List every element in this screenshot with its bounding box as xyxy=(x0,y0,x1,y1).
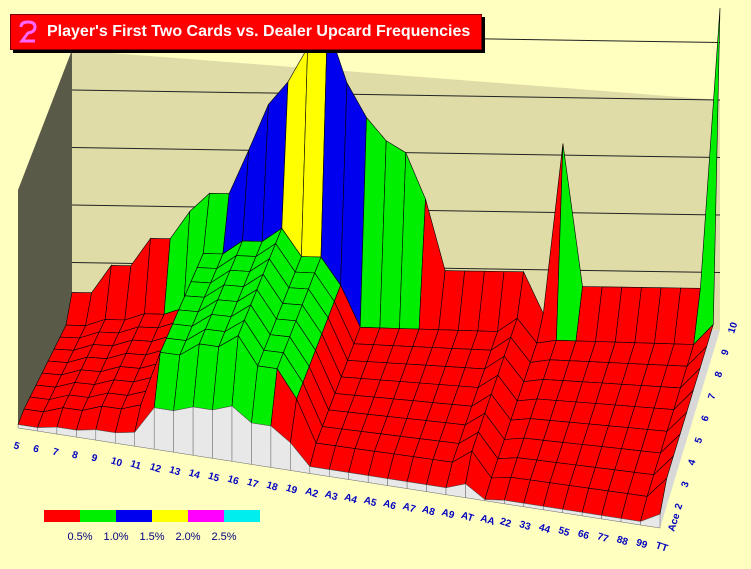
surface-skirt-AA xyxy=(484,499,505,505)
x-tick-label: A7 xyxy=(401,501,417,516)
y-tick-label: 6 xyxy=(700,414,712,423)
x-tick-label: 77 xyxy=(596,531,610,545)
legend-label: 0.5% xyxy=(67,531,92,543)
surface-skirt-14 xyxy=(192,406,213,459)
x-tick-label: 14 xyxy=(187,468,201,482)
surface-skirt-10 xyxy=(115,432,135,447)
surface-mesh xyxy=(17,7,721,529)
x-tick-label: 10 xyxy=(109,456,123,470)
x-tick-label: A3 xyxy=(323,489,339,504)
x-tick-label: 88 xyxy=(615,534,629,548)
legend-label: 1.0% xyxy=(103,531,128,543)
x-tick-label: 16 xyxy=(226,474,240,488)
y-tick-label: 3 xyxy=(680,480,692,489)
chart-title-banner: Player's First Two Cards vs. Dealer Upca… xyxy=(10,14,482,50)
x-tick-label: 17 xyxy=(246,477,260,491)
legend-swatch xyxy=(224,510,260,522)
x-tick-label: A9 xyxy=(440,507,456,522)
legend-swatch xyxy=(80,510,116,522)
x-tick-label: 44 xyxy=(537,522,551,536)
surface-skirt-99 xyxy=(640,513,661,529)
surface-skirt-12 xyxy=(153,407,174,453)
y-tick-label: Ace xyxy=(666,512,682,533)
legend-swatch xyxy=(44,510,80,522)
x-tick-label: 18 xyxy=(265,480,279,494)
x-tick-label: AA xyxy=(479,513,496,528)
x-tick-label: AT xyxy=(460,510,475,524)
gridline xyxy=(71,89,721,101)
logo-icon xyxy=(17,19,39,45)
y-tick-label: 8 xyxy=(713,370,725,379)
x-tick-label: 66 xyxy=(576,528,590,542)
x-axis-ticks: 5 6 7 8 9 10 11 12 13 14 15 16 17 18 19 A2 A3 A4 A5 A6 A7 A8 A… xyxy=(12,440,669,554)
x-tick-label: 99 xyxy=(635,537,649,551)
surface-skirt-17 xyxy=(251,422,272,468)
left-wall xyxy=(18,50,72,428)
x-tick-label: A4 xyxy=(343,492,359,507)
legend: 0.5% 1.0% 1.5% 2.0% 2.5% xyxy=(44,510,260,543)
y-tick-label: 4 xyxy=(686,458,698,467)
x-tick-label: 9 xyxy=(90,452,99,464)
chart-title: Player's First Two Cards vs. Dealer Upca… xyxy=(47,23,471,40)
x-tick-label: 8 xyxy=(70,449,79,461)
y-tick-label: 7 xyxy=(706,392,718,401)
x-tick-label: 11 xyxy=(129,459,143,473)
x-tick-label: A2 xyxy=(304,486,320,501)
legend-label: 2.0% xyxy=(175,531,200,543)
x-tick-label: A6 xyxy=(382,498,398,513)
x-tick-label: TT xyxy=(654,540,669,554)
x-tick-label: 19 xyxy=(284,483,298,497)
x-tick-label: 5 xyxy=(12,440,21,452)
x-tick-label: 7 xyxy=(51,446,60,458)
x-tick-label: A5 xyxy=(362,495,378,510)
legend-label: 2.5% xyxy=(211,531,236,543)
y-tick-label: 5 xyxy=(693,436,705,445)
x-tick-label: 55 xyxy=(557,525,571,539)
surface-skirt-6 xyxy=(37,426,58,435)
surface-skirt-8 xyxy=(76,429,97,441)
y-tick-label: 10 xyxy=(726,321,740,335)
x-tick-label: 13 xyxy=(168,465,182,479)
legend-swatch xyxy=(152,510,188,522)
legend-label: 1.5% xyxy=(139,531,164,543)
y-tick-label: 9 xyxy=(720,348,732,357)
x-tick-label: 15 xyxy=(207,471,221,485)
surface-skirt-15 xyxy=(212,405,233,462)
x-tick-label: 6 xyxy=(32,443,41,455)
x-tick-label: 22 xyxy=(498,516,512,530)
x-tick-label: 33 xyxy=(518,519,532,533)
y-tick-label: 2 xyxy=(673,502,685,511)
x-tick-label: 12 xyxy=(148,462,162,476)
x-tick-label: A8 xyxy=(421,504,437,519)
legend-swatch xyxy=(188,510,224,522)
surface-skirt-13 xyxy=(173,406,194,456)
legend-swatch xyxy=(116,510,152,522)
